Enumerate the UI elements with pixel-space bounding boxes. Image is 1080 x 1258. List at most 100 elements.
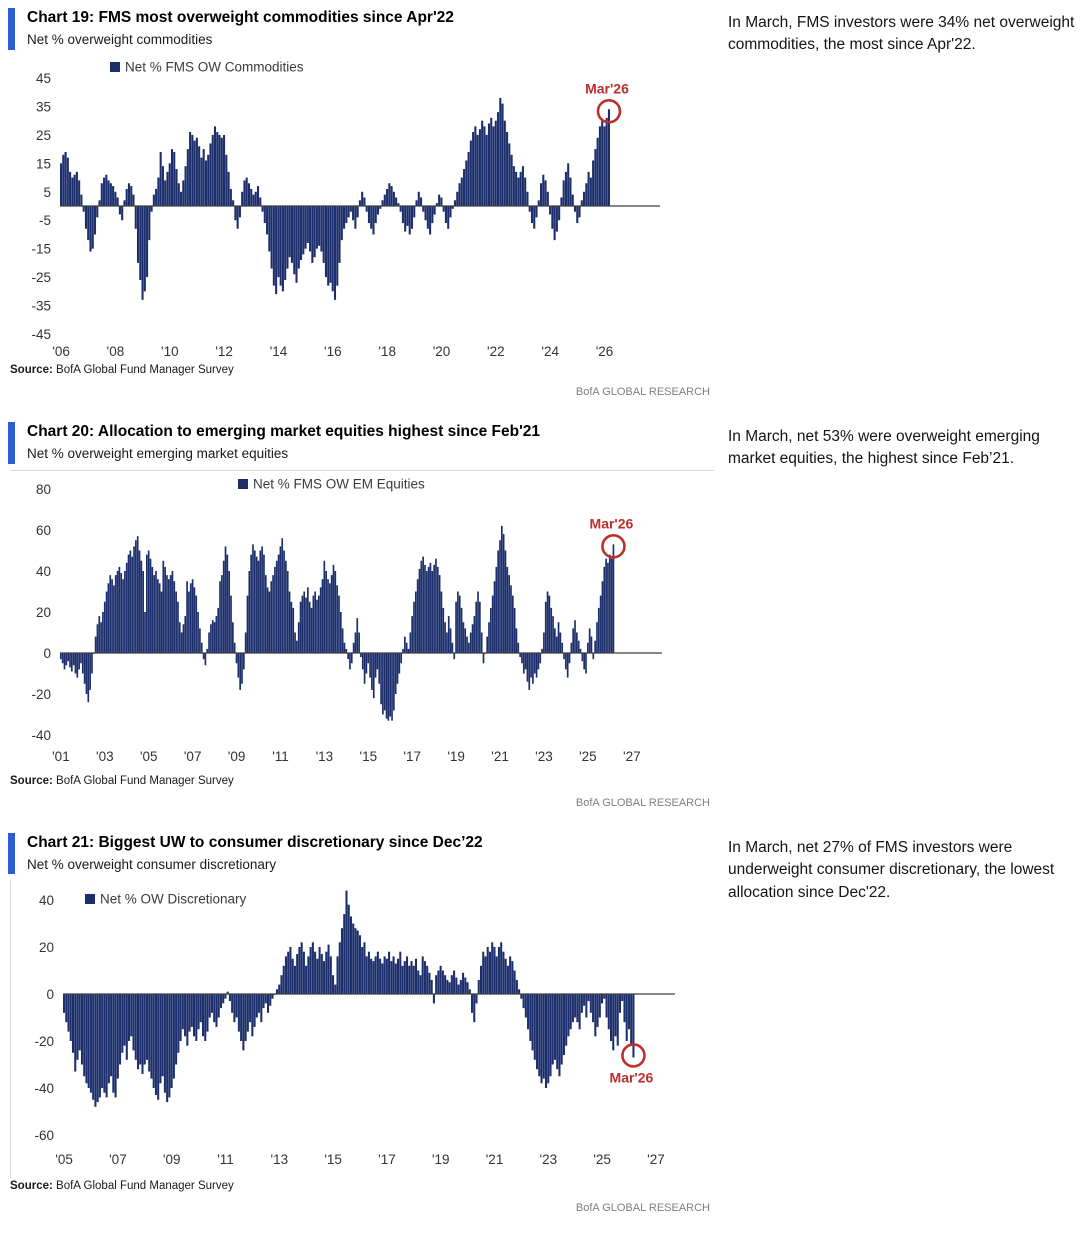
y-tick-label: 20 (39, 940, 54, 955)
x-tick-label: '21 (486, 1152, 504, 1167)
legend-swatch (110, 61, 120, 72)
y-tick-label: -5 (39, 213, 51, 228)
mar26-annotation-label: Mar'26 (590, 515, 634, 531)
x-tick-label: '26 (596, 344, 614, 359)
x-tick-label: '23 (540, 1152, 558, 1167)
y-tick-label: 5 (43, 185, 51, 200)
y-tick-label: -45 (31, 327, 51, 342)
x-tick-label: '27 (647, 1152, 665, 1167)
x-tick-label: '06 (52, 344, 70, 359)
chart20-note: In March, net 53% were overweight emergi… (728, 427, 1040, 468)
em-equities-bar-chart: 80 60 40 20 0 -20 -40'01 '03 '05 '07 '09 '11 '13 '15 '… (31, 476, 662, 764)
y-tick-label: -35 (31, 298, 51, 313)
chart21-source: Source: BofA Global Fund Manager Survey (10, 1180, 714, 1192)
chart21-research-credit: BofA GLOBAL RESEARCH (575, 1202, 710, 1215)
chart20-subtitle: Net % overweight emerging market equitie… (27, 445, 289, 461)
chart19-left-column: Chart 19: FMS most overweight commoditie… (8, 8, 714, 398)
x-tick-label: '13 (316, 749, 334, 764)
chart20-title: Chart 20: Allocation to emerging market … (27, 422, 541, 440)
chart20-research-credit: BofA GLOBAL RESEARCH (575, 796, 710, 809)
mar26-highlight-circle (596, 98, 622, 124)
y-tick-label: -20 (34, 1034, 54, 1049)
x-tick-label: '20 (433, 344, 451, 359)
source-label: Source: (10, 363, 53, 376)
y-tick-label: 80 (36, 482, 51, 497)
source-label: Source: (10, 1180, 53, 1193)
y-tick-label: -40 (34, 1081, 54, 1096)
y-tick-label: 40 (39, 893, 54, 908)
x-tick-label: '03 (96, 749, 114, 764)
x-tick-label: '05 (55, 1152, 73, 1167)
bars (60, 97, 610, 300)
y-tick-label: -40 (31, 728, 51, 743)
y-tick-label: 35 (36, 99, 51, 114)
mar26-annotation-label: Mar'26 (585, 80, 629, 96)
chart21-plot-area: 40 20 0 -20 -40 -60'05 '07 '09 '11 '13 '15 '17 '19 '2… (10, 880, 714, 1179)
x-tick-label: '09 (228, 749, 246, 764)
y-tick-label: -15 (31, 241, 51, 256)
legend-swatch (238, 478, 248, 489)
chart19-subtitle: Net % overweight commodities (27, 31, 213, 47)
y-tick-label: 0 (43, 646, 51, 661)
x-tick-label: '27 (623, 749, 641, 764)
mar26-annotation-label: Mar'26 (610, 1070, 654, 1086)
chart19-note: In March, FMS investors were 34% net ove… (728, 14, 1075, 54)
chart21-section: Chart 21: Biggest UW to consumer discret… (8, 832, 1074, 1215)
legend-label: Net % OW Discretionary (100, 892, 247, 907)
chart19-research-credit: BofA GLOBAL RESEARCH (575, 385, 710, 398)
source-text: BofA Global Fund Manager Survey (56, 363, 234, 376)
x-tick-label: '21 (491, 749, 509, 764)
x-tick-label: '09 (163, 1152, 181, 1167)
y-tick-label: 45 (36, 71, 51, 86)
mar26-highlight-circle (601, 533, 626, 559)
chart21-left-column: Chart 21: Biggest UW to consumer discret… (8, 832, 714, 1215)
y-tick-label: -20 (31, 687, 51, 702)
chart19-source: Source: BofA Global Fund Manager Survey (10, 364, 714, 376)
y-tick-label: 20 (36, 605, 51, 620)
bars (63, 891, 635, 1108)
y-tick-label: -25 (31, 270, 51, 285)
chart20-source: Source: BofA Global Fund Manager Survey (10, 775, 714, 787)
x-tick-label: '16 (324, 344, 342, 359)
title-accent-bar (8, 832, 15, 875)
x-tick-label: '18 (378, 344, 396, 359)
source-label: Source: (10, 774, 53, 787)
x-tick-label: '15 (324, 1152, 342, 1167)
y-tick-label: 40 (36, 564, 51, 579)
title-accent-bar (8, 8, 15, 50)
x-tick-label: '22 (487, 344, 505, 359)
chart21-header: Chart 21: Biggest UW to consumer discret… (8, 832, 714, 875)
x-tick-label: '14 (270, 344, 288, 359)
x-tick-label: '25 (579, 749, 597, 764)
x-tick-label: '10 (161, 344, 179, 359)
chart20-left-column: Chart 20: Allocation to emerging market … (8, 421, 714, 809)
x-tick-label: '11 (272, 749, 289, 764)
discretionary-bar-chart: 40 20 0 -20 -40 -60'05 '07 '09 '11 '13 '15 '17 '19 '2… (34, 891, 675, 1167)
mar26-highlight-circle (621, 1043, 646, 1069)
y-tick-label: 0 (46, 987, 54, 1002)
y-tick-label: 15 (36, 156, 51, 171)
chart20-header: Chart 20: Allocation to emerging market … (8, 421, 714, 464)
x-tick-label: '23 (535, 749, 553, 764)
chart19-section: Chart 19: FMS most overweight commoditie… (8, 8, 1074, 398)
x-tick-label: '24 (541, 344, 559, 359)
x-tick-label: '11 (217, 1152, 234, 1167)
x-tick-label: '15 (360, 749, 378, 764)
title-accent-bar (8, 421, 15, 464)
chart20-plot-area: 80 60 40 20 0 -20 -40'01 '03 '05 '07 '09 '11 '13 '15 '… (10, 469, 714, 773)
y-tick-label: 60 (36, 523, 51, 538)
y-tick-label: 25 (36, 128, 51, 143)
x-tick-label: '01 (52, 749, 70, 764)
x-tick-label: '07 (109, 1152, 127, 1167)
x-tick-label: '19 (447, 749, 465, 764)
chart21-title: Chart 21: Biggest UW to consumer discret… (27, 833, 483, 851)
chart19-header: Chart 19: FMS most overweight commoditie… (8, 8, 714, 50)
x-tick-label: '17 (378, 1152, 396, 1167)
x-tick-label: '19 (432, 1152, 450, 1167)
x-tick-label: '07 (184, 749, 202, 764)
commodities-bar-chart: 45 35 25 15 5 -5 -15 -25 -35 -45'06 '08 '10 '12 '14 '1… (31, 59, 660, 359)
chart19-plot-area: 45 35 25 15 5 -5 -15 -25 -35 -45'06 '08 '10 '12 '14 '1… (10, 56, 714, 362)
chart20-section: Chart 20: Allocation to emerging market … (8, 421, 1074, 809)
x-tick-label: '25 (593, 1152, 611, 1167)
